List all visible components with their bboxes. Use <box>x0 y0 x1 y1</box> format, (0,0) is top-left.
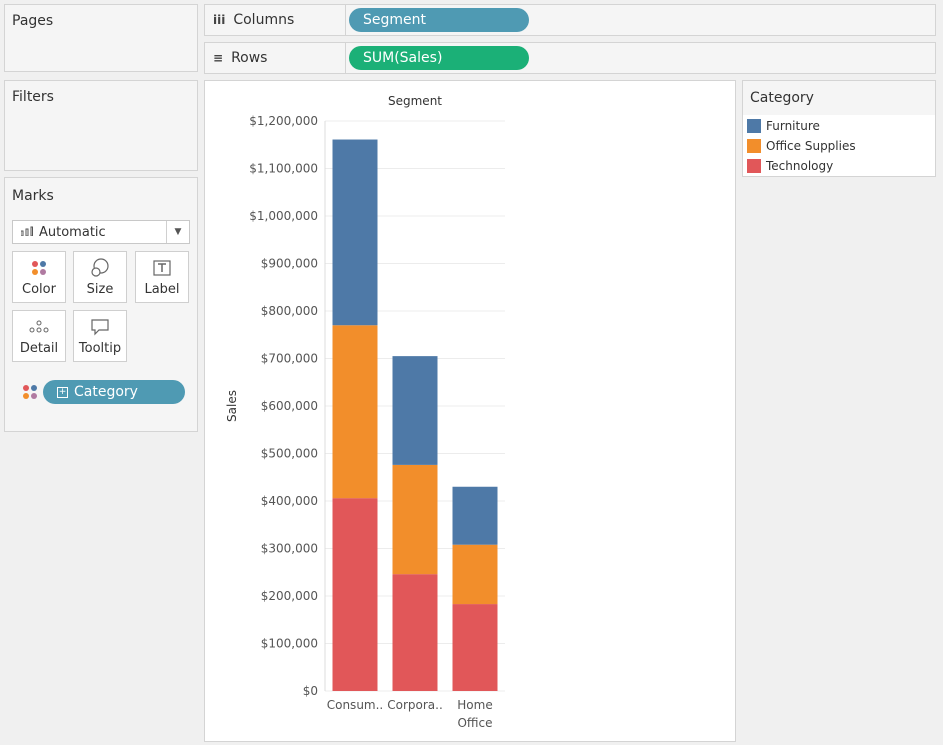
color-button[interactable]: Color <box>12 251 66 303</box>
size-button[interactable]: Size <box>73 251 127 303</box>
columns-icon: iii <box>213 13 226 27</box>
bar-technology <box>392 574 438 691</box>
y-tick-label: $500,000 <box>261 447 318 461</box>
y-tick-label: $700,000 <box>261 352 318 366</box>
y-tick-label: $1,000,000 <box>249 209 318 223</box>
y-tick-label: $400,000 <box>261 494 318 508</box>
bar-chart-icon <box>20 226 33 239</box>
size-label: Size <box>86 282 114 297</box>
stacked-bar-chart: Segment Sales $1,200,000 $1,100,000 $1,000,0… <box>225 94 505 730</box>
legend-header: Category <box>743 81 935 115</box>
detail-label: Detail <box>19 341 59 356</box>
bar-furniture <box>452 486 498 545</box>
bar-technology <box>452 604 498 691</box>
tooltip-button[interactable]: Tooltip <box>73 310 127 362</box>
bar-technology <box>332 498 378 691</box>
legend-item-furniture[interactable]: Furniture <box>747 117 820 135</box>
speech-bubble-icon <box>74 317 126 337</box>
columns-shelf[interactable]: iii Columns Segment <box>204 4 936 36</box>
pages-shelf[interactable]: Pages <box>4 4 198 72</box>
legend-swatch <box>747 159 761 173</box>
legend-title: Category <box>750 90 814 106</box>
filters-shelf[interactable]: Filters <box>4 80 198 171</box>
chart-view: Segment Sales $1,200,000 $1,100,000 $1,000,0… <box>204 80 736 742</box>
segment-pill[interactable]: Segment <box>349 8 529 32</box>
category-pill-label: Category <box>74 384 138 400</box>
color-dots-icon <box>13 258 65 278</box>
x-tick-label: Home <box>457 698 492 712</box>
text-label-icon <box>136 258 188 278</box>
rows-label-text: Rows <box>231 50 268 66</box>
legend-label: Furniture <box>766 119 820 133</box>
detail-dots-icon <box>13 317 65 337</box>
legend-label: Technology <box>766 159 834 173</box>
rows-shelf[interactable]: ≡ Rows SUM(Sales) <box>204 42 936 74</box>
y-tick-label: $1,100,000 <box>249 162 318 176</box>
chart-title: Segment <box>388 94 442 108</box>
bar-office-supplies <box>452 544 498 605</box>
color-label: Color <box>22 282 56 297</box>
shelf-divider <box>345 43 346 73</box>
filters-title: Filters <box>12 89 54 105</box>
segment-pill-label: Segment <box>363 12 426 28</box>
bar-furniture <box>392 356 438 465</box>
label-label: Label <box>144 282 180 297</box>
columns-label-text: Columns <box>233 12 295 28</box>
mark-type-value: Automatic <box>39 224 106 240</box>
bar-office-supplies <box>392 464 438 575</box>
chevron-down-icon[interactable]: ▼ <box>166 221 189 243</box>
bar-furniture <box>332 139 378 326</box>
y-tick-label: $0 <box>303 684 318 698</box>
y-tick-label: $200,000 <box>261 589 318 603</box>
marks-title: Marks <box>12 188 54 204</box>
mark-type-dropdown[interactable]: Automatic ▼ <box>12 220 190 244</box>
legend-swatch <box>747 139 761 153</box>
tooltip-label: Tooltip <box>78 341 122 356</box>
x-tick-label: Office <box>457 716 492 730</box>
y-tick-label: $300,000 <box>261 542 318 556</box>
legend-item-office-supplies[interactable]: Office Supplies <box>747 137 856 155</box>
y-tick-label: $600,000 <box>261 399 318 413</box>
sum-sales-pill-label: SUM(Sales) <box>363 50 443 66</box>
y-axis-label: Sales <box>225 390 239 422</box>
rows-label: ≡ Rows <box>213 50 267 66</box>
bar-office-supplies <box>332 325 378 499</box>
category-legend: Category Furniture Office Supplies Techn… <box>742 80 936 177</box>
category-color-pill[interactable]: + Category <box>43 380 185 404</box>
pages-title: Pages <box>12 13 54 29</box>
shelf-divider <box>345 5 346 35</box>
x-tick-label: Corpora.. <box>387 698 443 712</box>
legend-swatch <box>747 119 761 133</box>
size-circles-icon <box>74 258 126 278</box>
y-tick-label: $800,000 <box>261 304 318 318</box>
rows-icon: ≡ <box>213 51 224 65</box>
y-tick-label: $1,200,000 <box>249 114 318 128</box>
y-tick-label: $900,000 <box>261 257 318 271</box>
sum-sales-pill[interactable]: SUM(Sales) <box>349 46 529 70</box>
label-button[interactable]: Label <box>135 251 189 303</box>
expand-plus-icon[interactable]: + <box>57 386 68 398</box>
y-tick-label: $100,000 <box>261 637 318 651</box>
x-tick-label: Consum.. <box>327 698 384 712</box>
color-dots-icon <box>22 384 38 404</box>
legend-item-technology[interactable]: Technology <box>747 157 833 175</box>
legend-label: Office Supplies <box>766 139 856 153</box>
columns-label: iii Columns <box>213 12 294 28</box>
detail-button[interactable]: Detail <box>12 310 66 362</box>
